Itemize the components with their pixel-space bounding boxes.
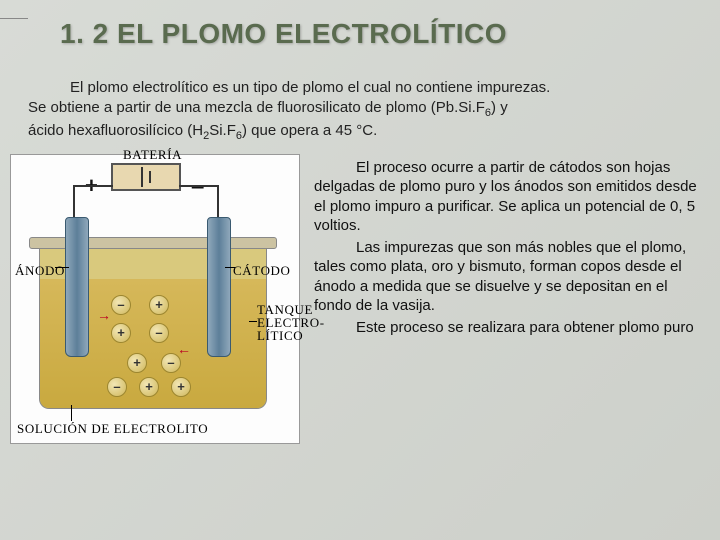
content-row: + – → ← –++–+––++ Batería Ánodo Cátodo T… (0, 144, 720, 444)
intro-l2b: ) y (491, 99, 508, 116)
label-solucion: Solución de electrolito (17, 421, 208, 437)
slide-title: 1. 2 EL PLOMO ELECTROLÍTICO (0, 0, 720, 50)
label-tanque-3: lítico (257, 328, 303, 343)
ion-particle: + (127, 353, 147, 373)
arrow-left-icon: ← (177, 341, 191, 357)
label-catodo: Cátodo (233, 263, 291, 279)
intro-paragraph: El plomo electrolítico es un tipo de plo… (0, 50, 720, 144)
intro-l2a: Se obtiene a partir de una mezcla de flu… (28, 99, 485, 116)
label-anodo: Ánodo (15, 263, 65, 279)
ion-particle: + (149, 295, 169, 315)
ion-particle: – (161, 353, 181, 373)
right-text-block: El proceso ocurre a partir de cátodos so… (314, 154, 700, 444)
ion-particle: + (111, 323, 131, 343)
arrow-right-icon: → (97, 307, 111, 323)
cathode-electrode (207, 217, 231, 357)
label-tanque: Tanque electro- lítico (257, 303, 325, 342)
right-p3: Este proceso se realizara para obtener p… (356, 319, 694, 336)
intro-l3c: ) que opera a 45 °C. (242, 122, 377, 139)
leader-line (0, 18, 28, 19)
ion-particle: – (111, 295, 131, 315)
intro-l1: El plomo electrolítico es un tipo de plo… (70, 79, 550, 96)
ion-particle: + (171, 377, 191, 397)
ion-particle: – (149, 323, 169, 343)
intro-l3a: ácido hexafluorosilícico (H (28, 122, 203, 139)
electrolysis-diagram: + – → ← –++–+––++ Batería Ánodo Cátodo T… (10, 154, 300, 444)
right-p2: Las impurezas que son más nobles que el … (314, 239, 686, 315)
label-bateria: Batería (123, 147, 182, 163)
anode-electrode (65, 217, 89, 357)
ion-particle: + (139, 377, 159, 397)
ion-particle: – (107, 377, 127, 397)
right-p1: El proceso ocurre a partir de cátodos so… (314, 159, 697, 235)
intro-l3b: Si.F (209, 122, 236, 139)
battery-box (111, 163, 181, 191)
